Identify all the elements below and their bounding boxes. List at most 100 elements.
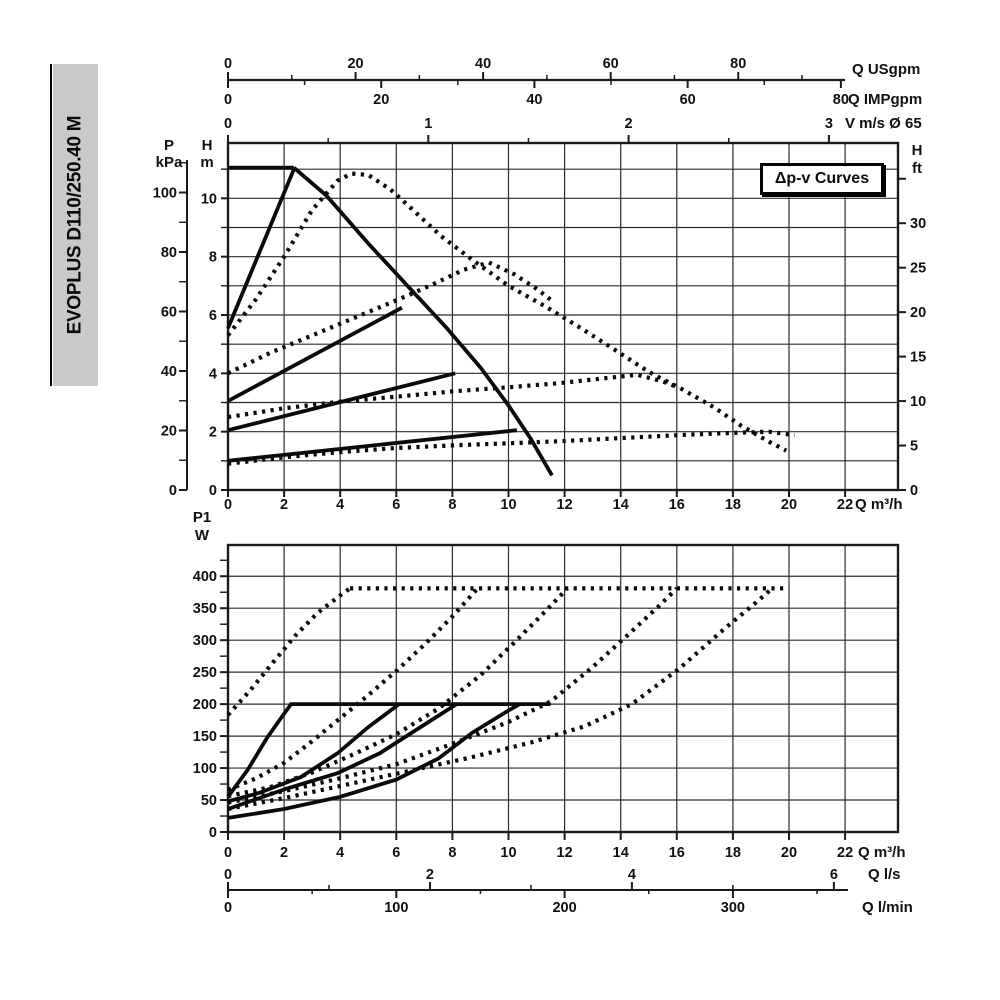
svg-text:12: 12 (557, 497, 573, 513)
svg-text:300: 300 (721, 900, 745, 916)
svg-text:250: 250 (193, 665, 217, 681)
dpv-max-curve-2 (227, 260, 555, 376)
dpv-max-curve-4 (227, 429, 795, 466)
svg-text:8: 8 (209, 250, 217, 266)
svg-text:10: 10 (500, 497, 516, 513)
svg-text:80: 80 (161, 245, 177, 261)
svg-text:Q m³/h: Q m³/h (858, 844, 906, 861)
dpv-curves-label: Δp-v Curves (774, 170, 870, 187)
top-chart: 0 2 4 6 8 10 12 14 16 18 20 22 Q m³/h0246810Hm020406… (153, 56, 926, 513)
svg-text:25: 25 (910, 261, 926, 277)
svg-text:300: 300 (193, 633, 217, 649)
svg-text:2: 2 (209, 425, 217, 441)
svg-text:400: 400 (193, 569, 217, 585)
svg-text:0: 0 (169, 483, 177, 499)
svg-text:Q l/min: Q l/min (862, 899, 913, 916)
product-banner: EVOPLUS D110/250.40 M (53, 64, 98, 386)
svg-text:30: 30 (910, 216, 926, 232)
svg-text:4: 4 (336, 497, 344, 513)
svg-text:0: 0 (209, 483, 217, 499)
svg-text:6: 6 (209, 308, 217, 324)
svg-text:5: 5 (910, 439, 918, 455)
top-x-axis-velocity: 0 1 2 3 V m/s Ø 65 (224, 115, 922, 143)
svg-text:0: 0 (224, 56, 232, 72)
svg-text:6: 6 (392, 845, 400, 861)
svg-text:2: 2 (280, 845, 288, 861)
svg-text:P: P (164, 137, 174, 154)
svg-text:0: 0 (209, 825, 217, 841)
svg-text:4: 4 (336, 845, 344, 861)
power-max-branch-5 (227, 586, 774, 812)
banner-edge-line (50, 64, 52, 386)
bottom-x-axis-m3h: 0 2 4 6 8 10 12 14 16 18 20 22 Q m³/h (224, 832, 906, 861)
svg-text:15: 15 (910, 350, 926, 366)
svg-text:40: 40 (475, 56, 491, 72)
svg-text:V m/s Ø 65: V m/s Ø 65 (845, 115, 922, 132)
svg-text:20: 20 (373, 92, 389, 108)
bottom-x-axis-lmin: 0 100 200 300 Q l/min (224, 890, 913, 916)
svg-text:14: 14 (613, 497, 629, 513)
svg-text:80: 80 (730, 56, 746, 72)
svg-text:350: 350 (193, 601, 217, 617)
max-curve-descent (292, 166, 554, 477)
svg-text:0: 0 (224, 116, 232, 132)
svg-text:W: W (195, 527, 210, 544)
svg-text:150: 150 (193, 729, 217, 745)
dpv-max-curve-3 (227, 372, 681, 420)
svg-text:0: 0 (224, 92, 232, 108)
power-line-2 (227, 702, 401, 804)
svg-text:Q USgpm: Q USgpm (852, 61, 920, 78)
svg-text:20: 20 (781, 845, 797, 861)
svg-text:0: 0 (224, 845, 232, 861)
svg-text:40: 40 (161, 364, 177, 380)
svg-text:1: 1 (424, 116, 432, 132)
svg-text:4: 4 (209, 366, 217, 382)
top-x-axis-m3h: 0 2 4 6 8 10 12 14 16 18 20 22 Q m³/h (224, 490, 903, 513)
svg-text:60: 60 (603, 56, 619, 72)
svg-text:40: 40 (526, 92, 542, 108)
svg-text:18: 18 (725, 845, 741, 861)
dpv-setpoint-line-2 (227, 306, 403, 403)
svg-text:20: 20 (347, 56, 363, 72)
svg-text:50: 50 (201, 793, 217, 809)
bottom-chart-series (226, 586, 787, 820)
svg-text:20: 20 (910, 305, 926, 321)
svg-text:4: 4 (628, 867, 636, 883)
svg-text:100: 100 (384, 900, 408, 916)
svg-text:2: 2 (625, 116, 633, 132)
svg-text:16: 16 (669, 845, 685, 861)
svg-text:H: H (912, 142, 923, 159)
svg-text:Q l/s: Q l/s (868, 866, 901, 883)
top-plot-border (226, 141, 900, 492)
power-max-branch-4 (227, 586, 679, 805)
svg-text:100: 100 (153, 186, 177, 202)
power-line-3 (227, 702, 458, 811)
svg-text:0: 0 (224, 867, 232, 883)
svg-text:2: 2 (426, 867, 434, 883)
svg-text:0: 0 (224, 497, 232, 513)
power-line-1 (226, 702, 293, 798)
bottom-plot-border (226, 543, 900, 834)
svg-text:16: 16 (669, 497, 685, 513)
svg-text:ft: ft (912, 160, 922, 177)
svg-text:200: 200 (193, 697, 217, 713)
power-line-4 (227, 702, 521, 820)
svg-text:14: 14 (613, 845, 629, 861)
svg-text:20: 20 (781, 497, 797, 513)
svg-text:0: 0 (224, 900, 232, 916)
svg-text:8: 8 (448, 845, 456, 861)
top-x-axis-usgpm: 0 20 40 60 80 Q USgpm (224, 56, 920, 82)
svg-text:6: 6 (392, 497, 400, 513)
svg-text:60: 60 (161, 305, 177, 321)
svg-text:P1: P1 (193, 509, 211, 526)
svg-text:6: 6 (830, 867, 838, 883)
svg-text:22: 22 (837, 845, 853, 861)
dpv-curves-label-box: Δp-v Curves (760, 163, 884, 195)
svg-text:10: 10 (201, 191, 217, 207)
svg-text:12: 12 (557, 845, 573, 861)
bottom-y-axis-w: 0 50 100 150 200 250 300 350 400 P1W (193, 509, 228, 841)
dpv-setpoint-line-4 (227, 428, 518, 463)
top-y-axis-ft: 0 5 10 15 20 25 30 Hft (898, 142, 926, 499)
